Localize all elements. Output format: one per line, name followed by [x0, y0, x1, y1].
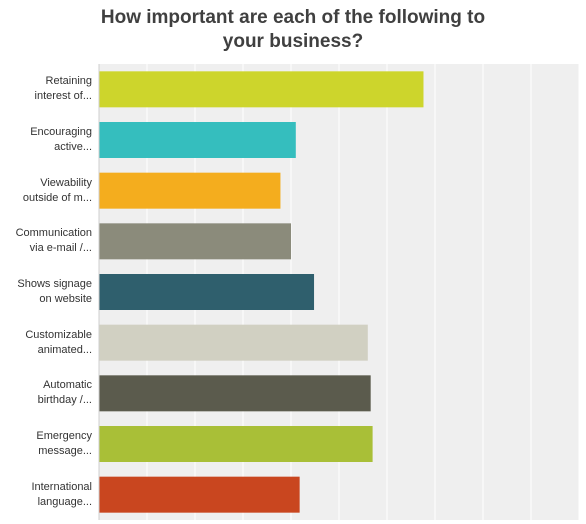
category-label-line: Retaining: [45, 75, 92, 88]
category-label: Communication via e-mail /...: [0, 226, 92, 256]
bar: [99, 223, 291, 260]
category-label-line: active...: [54, 141, 92, 153]
chart-title-line-2: your business?: [222, 31, 364, 52]
bar: [99, 122, 296, 158]
category-label-line: Communication: [15, 227, 92, 240]
chart-title-line-1: How important are each of the following …: [100, 7, 486, 28]
bar: [99, 375, 371, 412]
category-label-line: language...: [37, 495, 92, 508]
bar: [99, 71, 424, 108]
bar: [99, 274, 315, 310]
category-label-line: animated...: [37, 343, 92, 356]
category-label: Viewability outside of m...: [0, 176, 92, 206]
category-label: Automatic birthday /...: [0, 378, 92, 408]
category-label: Emergency message...: [0, 429, 92, 459]
category-label-line: Viewability: [40, 176, 92, 189]
category-label-line: interest of...: [34, 90, 92, 103]
category-label-line: via e-mail /...: [29, 242, 92, 255]
category-label: Customizable animated...: [0, 328, 92, 358]
bar: [99, 172, 281, 209]
category-label: Encouraging active...: [0, 125, 92, 155]
category-label-line: birthday /...: [37, 394, 92, 407]
category-label: Retaining interest of...: [0, 74, 92, 104]
category-label-line: on website: [39, 293, 92, 305]
bar: [99, 476, 300, 513]
bar: [99, 324, 368, 361]
category-label: International language...: [0, 480, 92, 510]
category-label-line: Customizable: [25, 328, 92, 341]
chart-title: How important are each of the following …: [0, 6, 586, 54]
category-label-line: Emergency: [36, 430, 92, 442]
category-label-line: outside of m...: [22, 191, 92, 204]
category-label-line: Automatic: [43, 379, 92, 392]
bars: [99, 71, 424, 513]
category-label: Shows signage on website: [0, 277, 92, 307]
bar: [99, 426, 373, 462]
category-label-line: Encouraging: [30, 126, 92, 138]
category-label-line: message...: [38, 445, 92, 457]
category-label-line: Shows signage: [17, 278, 92, 290]
category-label-line: International: [31, 480, 92, 493]
